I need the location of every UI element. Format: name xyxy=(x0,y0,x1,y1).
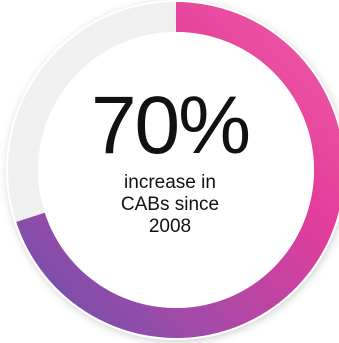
highlight-value: 70% xyxy=(90,80,251,171)
caption-line-1: increase in xyxy=(124,172,216,193)
caption-line-3: 2008 xyxy=(148,216,192,237)
caption-line-2: CABs since xyxy=(120,194,220,215)
caption: increase in CABs since 2008 xyxy=(70,172,270,238)
donut-hole xyxy=(38,32,314,308)
donut-slice-remainder xyxy=(7,2,177,222)
